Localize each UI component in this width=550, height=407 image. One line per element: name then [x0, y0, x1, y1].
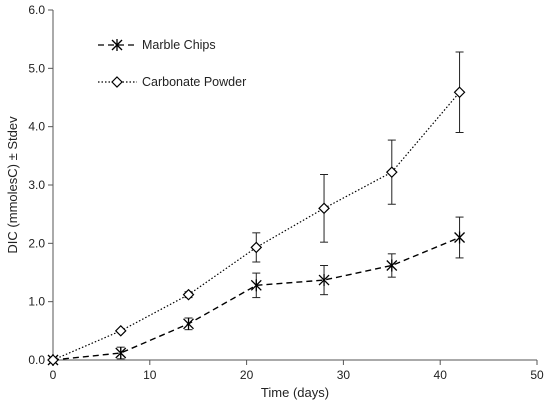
axes [52, 10, 537, 361]
data-point [115, 347, 127, 359]
y-tick-label: 5.0 [28, 61, 45, 75]
series [47, 51, 466, 366]
series-line [52, 91, 461, 361]
y-tick-label: 3.0 [28, 178, 45, 192]
data-point [250, 279, 262, 292]
data-point [318, 202, 330, 215]
x-tick-label: 10 [143, 368, 157, 382]
legend-marker [111, 76, 123, 88]
legend-label: Carbonate Powder [142, 75, 246, 89]
data-point [183, 317, 194, 330]
legend: Marble Chips Carbonate Powder [98, 38, 246, 89]
data-point [385, 166, 398, 179]
data-point [182, 288, 195, 301]
data-point [47, 354, 59, 366]
y-tick-label: 1.0 [28, 295, 45, 309]
x-tick-label: 50 [530, 368, 544, 382]
legend-item: Carbonate Powder [98, 75, 246, 89]
series-marble-chips [47, 216, 466, 366]
y-tick-label: 2.0 [28, 236, 45, 250]
data-point [386, 259, 398, 272]
x-tick-label: 0 [50, 368, 57, 382]
data-point [250, 241, 263, 254]
data-point [318, 274, 330, 287]
ticks: 0.0 1.0 2.0 3.0 4.0 5.0 6.0 0 10 20 30 40 50 [28, 3, 544, 382]
x-tick-label: 30 [337, 368, 351, 382]
series-carbonate-powder [47, 51, 466, 366]
data-point [114, 324, 127, 337]
x-tick-label: 40 [434, 368, 448, 382]
data-point [454, 231, 466, 244]
x-axis-title: Time (days) [261, 385, 329, 400]
legend-item: Marble Chips [98, 38, 216, 52]
legend-marker [111, 39, 123, 51]
y-tick-label: 4.0 [28, 120, 45, 134]
y-tick-label: 0.0 [28, 353, 45, 367]
y-tick-label: 6.0 [28, 3, 45, 17]
data-point [453, 86, 466, 99]
legend-label: Marble Chips [142, 38, 216, 52]
y-axis-title: DIC (mmolesC) ± Stdev [5, 116, 20, 254]
x-tick-label: 20 [240, 368, 254, 382]
